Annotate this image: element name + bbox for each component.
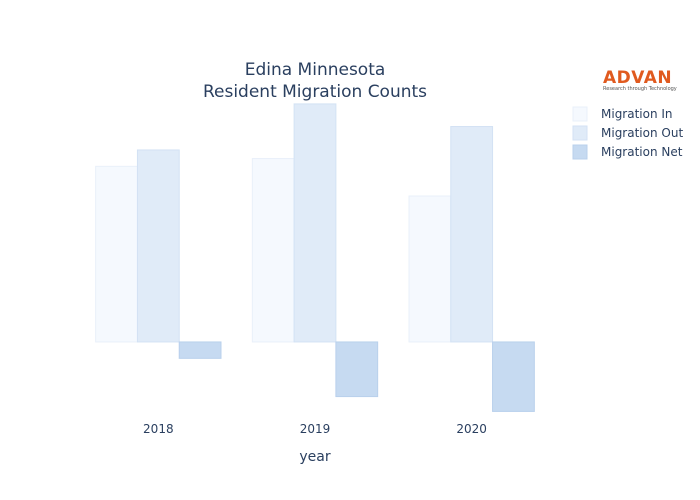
legend-item-migration-out[interactable]: Migration Out <box>572 125 683 141</box>
bar-migration-in-2020 <box>408 195 452 343</box>
legend-item-migration-net[interactable]: Migration Net <box>572 144 683 160</box>
bar-migration-in-2018 <box>95 165 138 343</box>
bar-migration-out-2019 <box>293 103 337 343</box>
legend: Migration In Migration Out Migration Net <box>572 106 683 160</box>
bar-migration-net-2019 <box>335 341 379 398</box>
legend-item-migration-in[interactable]: Migration In <box>572 106 673 122</box>
x-tick-labels: 2018 2019 2020 <box>143 422 487 436</box>
advan-logo-tagline: Research through Technology <box>603 86 677 92</box>
bar-migration-out-2020 <box>450 126 494 343</box>
bar-migration-out-2018 <box>136 149 180 343</box>
advan-logo-text: ADVAN <box>603 68 672 88</box>
bar-migration-net-2018 <box>178 341 222 359</box>
chart-title-line-2: Resident Migration Counts <box>203 82 427 102</box>
x-tick-label-2019: 2019 <box>300 422 331 436</box>
advan-logo: ADVAN Research through Technology <box>603 68 677 92</box>
x-axis-title: year <box>299 449 330 465</box>
x-tick-label-2018: 2018 <box>143 422 174 436</box>
legend-label: Migration Net <box>601 145 683 159</box>
legend-label: Migration In <box>601 107 673 121</box>
legend-swatch <box>572 106 588 122</box>
legend-label: Migration Out <box>601 126 683 140</box>
chart-title-line-1: Edina Minnesota <box>245 60 386 80</box>
x-tick-label-2020: 2020 <box>456 422 487 436</box>
bar-migration-in-2019 <box>251 158 295 343</box>
legend-swatch <box>572 144 588 160</box>
legend-swatch <box>572 125 588 141</box>
bars-group <box>95 103 535 412</box>
bar-migration-net-2020 <box>492 341 535 412</box>
